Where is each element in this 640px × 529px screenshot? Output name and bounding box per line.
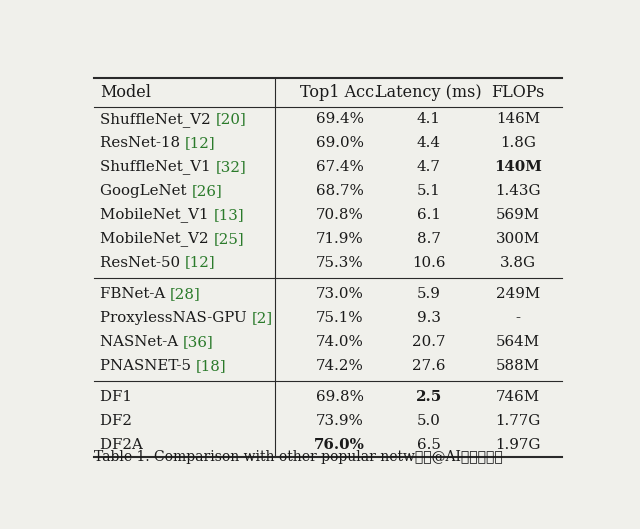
Text: 588M: 588M xyxy=(496,359,540,373)
Text: 69.4%: 69.4% xyxy=(316,112,364,126)
Text: ResNet-18: ResNet-18 xyxy=(100,136,185,150)
Text: 249M: 249M xyxy=(496,287,540,301)
Text: [18]: [18] xyxy=(196,359,227,373)
Text: 10.6: 10.6 xyxy=(412,256,445,269)
Text: 8.7: 8.7 xyxy=(417,232,441,245)
Text: [12]: [12] xyxy=(185,136,216,150)
Text: 2.5: 2.5 xyxy=(415,390,442,404)
Text: FBNet-A: FBNet-A xyxy=(100,287,170,301)
Text: 9.3: 9.3 xyxy=(417,311,441,325)
Text: 569M: 569M xyxy=(496,208,540,222)
Text: 4.1: 4.1 xyxy=(417,112,441,126)
Text: 76.0%: 76.0% xyxy=(314,438,365,452)
Text: Top1 Acc.: Top1 Acc. xyxy=(300,84,380,101)
Text: 140M: 140M xyxy=(494,160,542,174)
Text: ProxylessNAS-GPU: ProxylessNAS-GPU xyxy=(100,311,252,325)
Text: 1.97G: 1.97G xyxy=(495,438,541,452)
Text: [2]: [2] xyxy=(252,311,273,325)
Text: 67.4%: 67.4% xyxy=(316,160,364,174)
Text: 68.7%: 68.7% xyxy=(316,184,364,198)
Text: MobileNet_V2: MobileNet_V2 xyxy=(100,231,214,246)
Text: MobileNet_V1: MobileNet_V1 xyxy=(100,207,213,222)
Text: 69.8%: 69.8% xyxy=(316,390,364,404)
Text: [20]: [20] xyxy=(216,112,246,126)
Text: [25]: [25] xyxy=(214,232,244,245)
Text: DF2: DF2 xyxy=(100,414,137,428)
Text: 5.1: 5.1 xyxy=(417,184,440,198)
Text: 746M: 746M xyxy=(496,390,540,404)
Text: 74.0%: 74.0% xyxy=(316,335,364,349)
Text: 1.43G: 1.43G xyxy=(495,184,541,198)
Text: 4.7: 4.7 xyxy=(417,160,441,174)
Text: DF1: DF1 xyxy=(100,390,137,404)
Text: FLOPs: FLOPs xyxy=(491,84,545,101)
Text: [13]: [13] xyxy=(213,208,244,222)
Text: ShuffleNet_V1: ShuffleNet_V1 xyxy=(100,160,216,175)
Text: 75.1%: 75.1% xyxy=(316,311,364,325)
Text: 4.4: 4.4 xyxy=(417,136,441,150)
Text: DF2A: DF2A xyxy=(100,438,148,452)
Text: PNASNET-5: PNASNET-5 xyxy=(100,359,196,373)
Text: 1.77G: 1.77G xyxy=(495,414,541,428)
Text: 3.8G: 3.8G xyxy=(500,256,536,269)
Text: 71.9%: 71.9% xyxy=(316,232,364,245)
Text: [28]: [28] xyxy=(170,287,201,301)
Text: Model: Model xyxy=(100,84,151,101)
Text: 6.5: 6.5 xyxy=(417,438,441,452)
Text: Latency (ms): Latency (ms) xyxy=(376,84,481,101)
Text: 1.8G: 1.8G xyxy=(500,136,536,150)
Text: GoogLeNet: GoogLeNet xyxy=(100,184,191,198)
Text: 69.0%: 69.0% xyxy=(316,136,364,150)
Text: 6.1: 6.1 xyxy=(417,208,441,222)
Text: 70.8%: 70.8% xyxy=(316,208,364,222)
Text: Table 1. Comparison with other popular netw动态@AI科技之本营: Table 1. Comparison with other popular n… xyxy=(94,450,502,464)
Text: 73.9%: 73.9% xyxy=(316,414,364,428)
Text: 564M: 564M xyxy=(496,335,540,349)
Text: 74.2%: 74.2% xyxy=(316,359,364,373)
Text: [32]: [32] xyxy=(216,160,246,174)
Text: [26]: [26] xyxy=(191,184,222,198)
Text: [12]: [12] xyxy=(185,256,216,269)
Text: 5.9: 5.9 xyxy=(417,287,441,301)
Text: 75.3%: 75.3% xyxy=(316,256,364,269)
Text: 300M: 300M xyxy=(496,232,540,245)
Text: 146M: 146M xyxy=(496,112,540,126)
Text: [36]: [36] xyxy=(183,335,214,349)
Text: NASNet-A: NASNet-A xyxy=(100,335,183,349)
Text: 5.0: 5.0 xyxy=(417,414,441,428)
Text: ResNet-50: ResNet-50 xyxy=(100,256,185,269)
Text: 73.0%: 73.0% xyxy=(316,287,364,301)
Text: -: - xyxy=(515,311,520,325)
Text: ShuffleNet_V2: ShuffleNet_V2 xyxy=(100,112,216,127)
Text: 27.6: 27.6 xyxy=(412,359,445,373)
Text: 20.7: 20.7 xyxy=(412,335,445,349)
